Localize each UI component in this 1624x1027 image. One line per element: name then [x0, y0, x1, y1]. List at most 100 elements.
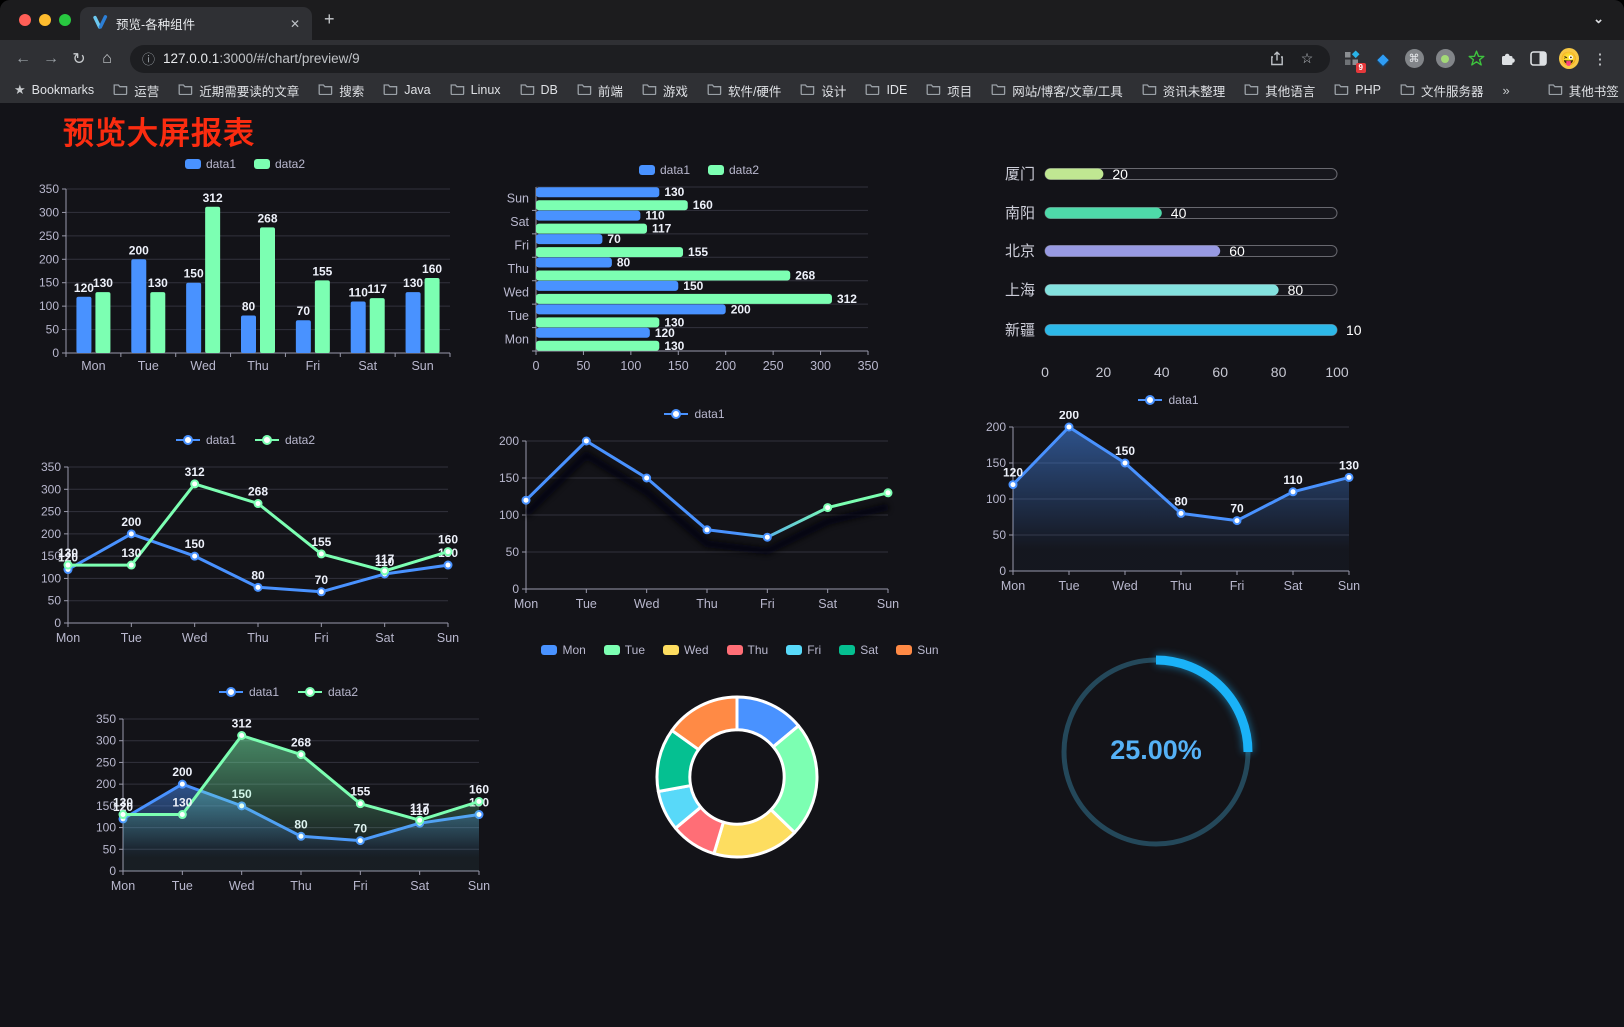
- other-bookmarks-folder[interactable]: 其他书签: [1548, 81, 1619, 100]
- bookmark-folder[interactable]: 项目: [926, 81, 972, 100]
- gem-extension-icon[interactable]: ◆: [1377, 50, 1389, 68]
- horizontal-bar-chart[interactable]: data1 data2 0 50 100 150 200 250 300 350 Sun 130 160…: [498, 151, 900, 377]
- chart-canvas[interactable]: 0 50 100 150 200 250 300 350 Mon Tue Wed Thu Fri Sat S…: [30, 451, 460, 649]
- profile-avatar[interactable]: 😜: [1559, 48, 1579, 69]
- bookmark-folder[interactable]: 运营: [113, 81, 159, 100]
- forward-button[interactable]: →: [43, 49, 59, 67]
- back-button[interactable]: ←: [15, 49, 31, 67]
- chart-canvas[interactable]: 0 50 100 150 200 Mon Tue Wed Thu Fri Sat Sun 120 200 1…: [975, 408, 1361, 597]
- legend-item-Sun[interactable]: Sun: [896, 643, 939, 657]
- chart-canvas[interactable]: [548, 661, 932, 917]
- home-button[interactable]: ⌂: [102, 49, 112, 67]
- minimize-window-button[interactable]: [39, 14, 51, 26]
- puzzle-extensions-icon[interactable]: [1497, 49, 1517, 69]
- star-extension-icon[interactable]: [1466, 49, 1486, 69]
- legend-item-data2[interactable]: data2: [254, 433, 315, 447]
- bookmark-folder[interactable]: 资讯未整理: [1142, 81, 1225, 100]
- extension-grid-icon[interactable]: 9: [1342, 49, 1366, 73]
- command-extension-icon[interactable]: ⌘: [1404, 49, 1424, 69]
- tab-search-chevron-icon[interactable]: ⌄: [1593, 11, 1604, 26]
- progress-bar-chart[interactable]: 厦门 20 南阳 40 北京 60 上海 80 新疆 100 0 20 40 60 80 100: [985, 155, 1370, 395]
- gradient-line-chart[interactable]: data1 0 50 100 150 200 Mon Tue Wed Thu Fri Sat Sun: [488, 397, 900, 617]
- legend-item-data1[interactable]: data1: [175, 433, 236, 447]
- site-info-icon[interactable]: ⓘ: [142, 52, 156, 67]
- svg-text:Tue: Tue: [138, 359, 159, 373]
- bookmark-folder-label: Java: [404, 83, 431, 97]
- bookmark-folder[interactable]: IDE: [865, 83, 907, 98]
- legend-item-data1[interactable]: data1: [184, 157, 236, 171]
- legend-item-data1[interactable]: data1: [663, 407, 725, 421]
- bookmark-folder[interactable]: 软件/硬件: [707, 81, 781, 100]
- svg-text:312: 312: [185, 465, 205, 479]
- donut-chart[interactable]: Mon Tue Wed Thu Fri Sat Sun: [541, 635, 939, 921]
- bookmarks-overflow-icon[interactable]: »: [1502, 82, 1510, 98]
- legend-item-Fri[interactable]: Fri: [786, 643, 821, 657]
- svg-text:Sun: Sun: [507, 192, 529, 206]
- bookmark-folder[interactable]: Java: [383, 83, 431, 98]
- legend-item-Thu[interactable]: Thu: [726, 643, 768, 657]
- bookmark-folder[interactable]: 设计: [800, 81, 846, 100]
- bookmark-folder[interactable]: 网站/博客/文章/工具: [991, 81, 1123, 100]
- folder-icon: [450, 83, 465, 98]
- fullscreen-window-button[interactable]: [59, 14, 71, 26]
- chart-canvas[interactable]: 0 50 100 150 200 250 300 350 120 200 150 80 70 110 130…: [30, 175, 460, 377]
- url-text[interactable]: 127.0.0.1:3000/#/chart/preview/9: [163, 51, 360, 66]
- single-area-chart[interactable]: data1 0 50 100 150 200 Mon Tue Wed Thu Fri Sat Sun 12…: [975, 387, 1361, 603]
- two-series-area-chart[interactable]: data1 data2 0 50 100 150 200 250 300 350 Mon Tue Wed…: [85, 673, 491, 897]
- browser-menu-icon[interactable]: ⋮: [1592, 50, 1608, 68]
- svg-text:100: 100: [986, 492, 1006, 506]
- bookmark-folder[interactable]: 前端: [577, 81, 623, 100]
- legend-item-data2[interactable]: data2: [708, 163, 759, 177]
- new-tab-button[interactable]: +: [324, 9, 335, 29]
- legend-item-data1[interactable]: data1: [1137, 393, 1199, 407]
- chart-canvas[interactable]: 0 50 100 150 200 250 300 350 Mon Tue Wed Thu Fri Sat S…: [85, 703, 491, 897]
- tab-strip: 预览-各种组件 ✕ + ⌄: [0, 0, 1624, 40]
- svg-text:150: 150: [96, 799, 116, 813]
- legend-item-Tue[interactable]: Tue: [603, 643, 645, 657]
- legend-item-Mon[interactable]: Mon: [541, 643, 586, 657]
- chart-canvas[interactable]: 0 50 100 150 200 Mon Tue Wed Thu Fri Sat Sun: [488, 425, 900, 615]
- bookmark-folder[interactable]: DB: [520, 83, 558, 98]
- bookmark-folder[interactable]: 文件服务器: [1400, 81, 1483, 100]
- bookmark-folder-label: PHP: [1355, 83, 1381, 97]
- close-window-button[interactable]: [19, 14, 31, 26]
- share-icon[interactable]: [1266, 51, 1288, 66]
- bookmark-folder[interactable]: 其他语言: [1244, 81, 1315, 100]
- address-bar[interactable]: ⓘ 127.0.0.1:3000/#/chart/preview/9 ☆: [130, 44, 1330, 73]
- svg-text:200: 200: [715, 359, 736, 373]
- browser-tab[interactable]: 预览-各种组件 ✕: [80, 7, 312, 40]
- bookmark-star-icon[interactable]: ☆: [1300, 50, 1314, 66]
- legend-item-data2[interactable]: data2: [297, 685, 358, 699]
- chart-canvas[interactable]: 厦门 20 南阳 40 北京 60 上海 80 新疆 100 0 20 40 60 80 100: [985, 155, 1370, 395]
- bookmark-folder[interactable]: 搜索: [318, 81, 364, 100]
- two-series-line-chart[interactable]: data1 data2 0 50 100 150 200 250 300 350 Mon Tue Wed…: [30, 421, 460, 649]
- svg-text:新疆: 新疆: [1005, 322, 1035, 339]
- svg-text:155: 155: [688, 245, 708, 259]
- dot-extension-icon[interactable]: [1435, 49, 1455, 69]
- svg-text:Mon: Mon: [505, 332, 529, 346]
- tab-close-icon[interactable]: ✕: [289, 16, 300, 31]
- svg-text:Thu: Thu: [290, 879, 312, 893]
- grouped-bar-chart[interactable]: data1 data2 0 50 100 150 200 250 300 350 120 200 150…: [30, 147, 460, 377]
- reload-button[interactable]: ↻: [72, 50, 86, 68]
- chart-canvas[interactable]: [1040, 631, 1280, 871]
- bookmark-folder[interactable]: PHP: [1334, 83, 1381, 98]
- svg-text:250: 250: [39, 229, 59, 243]
- svg-text:150: 150: [185, 537, 205, 551]
- gauge-chart[interactable]: 25.00%: [1040, 631, 1280, 871]
- bookmark-folder[interactable]: 游戏: [642, 81, 688, 100]
- bookmark-folder[interactable]: 近期需要读的文章: [178, 81, 299, 100]
- svg-text:Sat: Sat: [818, 597, 837, 611]
- legend-item-data1[interactable]: data1: [638, 163, 690, 177]
- legend-item-Sat[interactable]: Sat: [839, 643, 878, 657]
- legend-item-data1[interactable]: data1: [218, 685, 279, 699]
- legend-item-data2[interactable]: data2: [254, 157, 305, 171]
- tab-favicon: [92, 15, 108, 32]
- sidebar-icon[interactable]: [1528, 49, 1548, 69]
- bookmark-folder[interactable]: Linux: [450, 83, 501, 98]
- legend-marker: [664, 409, 689, 419]
- bookmarks-manager-item[interactable]: ★ Bookmarks: [14, 82, 94, 98]
- legend-item-Wed[interactable]: Wed: [663, 643, 709, 657]
